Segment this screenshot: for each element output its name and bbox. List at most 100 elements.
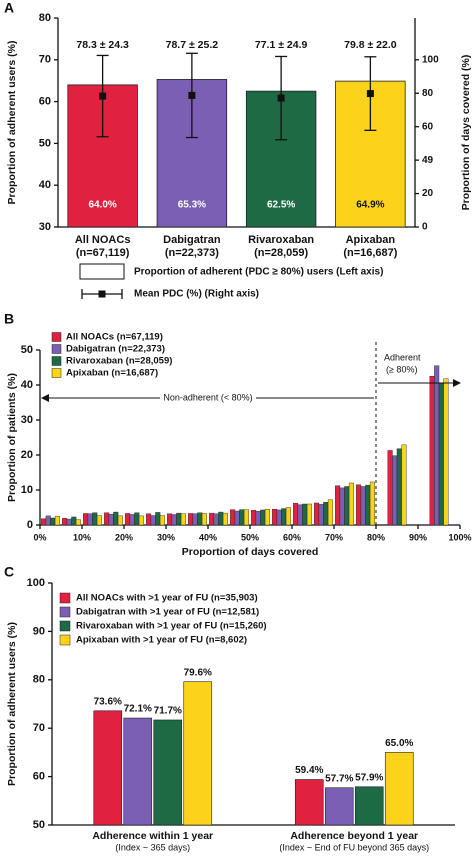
bar	[155, 512, 161, 526]
bar	[138, 515, 144, 526]
y-tick-label: 70	[33, 722, 45, 734]
bar	[230, 509, 236, 526]
bar	[297, 504, 303, 526]
bar	[159, 515, 165, 526]
y-tick-label: 100	[27, 577, 45, 589]
y-tick-label: 80	[33, 674, 45, 686]
legend-swatch	[59, 620, 71, 632]
legend-label: Apixaban with >1 year of FU (n=8,602)	[76, 635, 247, 646]
bar	[45, 515, 51, 526]
y-axis-title: Proportion of patients (%)	[6, 373, 18, 502]
mean-label: 78.3 ± 24.3	[76, 39, 129, 51]
legend-label: Apixaban (n=16,687)	[66, 368, 158, 379]
bar	[180, 513, 186, 526]
x-axis-title: Proportion of days covered	[182, 546, 319, 558]
bar	[134, 512, 140, 526]
bar	[384, 752, 414, 826]
bar	[323, 502, 329, 526]
bar-value-label: 64.0%	[88, 200, 116, 211]
x-tick-note: (n=22,373)	[165, 247, 219, 259]
bar	[392, 455, 398, 526]
bar	[108, 513, 114, 526]
x-tick-label: 40%	[199, 532, 217, 542]
annotation: (≥ 80%)	[386, 364, 417, 374]
bar	[222, 512, 228, 526]
bar-value-label: 57.7%	[325, 773, 353, 784]
bar-value-label: 72.1%	[124, 704, 152, 715]
y-tick-label: 40	[39, 179, 51, 191]
legend-marker	[98, 290, 106, 298]
bar	[83, 513, 89, 526]
bar	[251, 510, 257, 526]
legend-label: All NOACs with >1 year of FU (n=35,903)	[76, 593, 258, 604]
legend-swatch	[59, 634, 71, 646]
annotation-bg	[160, 392, 256, 404]
bar	[294, 779, 324, 826]
bar	[434, 365, 440, 526]
bar	[93, 710, 123, 826]
bar-value-label: 62.5%	[267, 200, 295, 211]
bar	[356, 484, 362, 526]
bar	[62, 518, 68, 526]
x-tick-label: Rivaroxaban	[248, 234, 314, 246]
x-tick-label: 20%	[115, 532, 133, 542]
bar	[327, 499, 333, 526]
panel-label: A	[4, 0, 14, 16]
bar	[218, 511, 224, 526]
bar	[354, 786, 384, 826]
y-tick-label: 40	[21, 379, 33, 391]
x-tick-note: (n=28,059)	[254, 247, 308, 259]
bar	[429, 376, 435, 526]
x-tick-label: Adherence within 1 year	[92, 830, 213, 842]
bar-value-label: 65.3%	[178, 200, 206, 211]
y-tick-label: 30	[39, 221, 51, 233]
bar	[66, 518, 72, 526]
x-tick-label: Adherence beyond 1 year	[290, 830, 418, 842]
mean-marker	[277, 94, 285, 102]
x-tick-label: Dabigatran	[163, 234, 221, 246]
bar	[146, 513, 152, 526]
y-tick-label: 20	[21, 449, 33, 461]
legend-label: Proportion of adherent (PDC ≥ 80%) users…	[134, 267, 383, 278]
bar	[71, 516, 77, 526]
bar	[239, 509, 245, 526]
bar	[314, 502, 320, 526]
y2-tick-label: 100	[422, 54, 439, 65]
bar-value-label: 73.6%	[94, 696, 122, 707]
y-tick-label: 50	[39, 137, 51, 149]
legend-swatch	[51, 332, 62, 342]
bar	[387, 450, 393, 526]
bar	[318, 504, 324, 526]
bar	[276, 509, 282, 526]
y-tick-label: 70	[39, 54, 51, 66]
legend-swatch	[51, 368, 62, 378]
bar	[348, 482, 354, 526]
x-tick-note: (n=67,119)	[76, 247, 130, 259]
x-tick-label: 0%	[33, 532, 46, 542]
bar	[306, 503, 312, 526]
annotation: Non-adherent (< 80%)	[163, 392, 252, 402]
legend-label: Rivaroxaban (n=28,059)	[66, 356, 172, 367]
legend-label: All NOACs (n=67,119)	[66, 332, 163, 343]
x-tick-label: 30%	[157, 532, 175, 542]
x-tick-note: (Index ~ End of FU beyond 365 days)	[279, 842, 429, 852]
bar	[396, 448, 402, 526]
bar	[92, 512, 98, 526]
x-tick-label: 90%	[409, 532, 427, 542]
bar	[285, 507, 291, 526]
bar	[192, 513, 198, 526]
bar	[209, 512, 215, 526]
x-tick-label: 80%	[367, 532, 385, 542]
bar	[234, 510, 240, 526]
annotation: Adherent	[384, 352, 421, 362]
legend-box	[79, 263, 125, 280]
x-tick-label: 10%	[73, 532, 91, 542]
bar	[96, 515, 102, 526]
x-tick-label: 50%	[241, 532, 259, 542]
mean-marker	[366, 90, 374, 98]
y2-tick-label: 20	[422, 188, 434, 199]
bar	[54, 516, 60, 526]
bar	[401, 444, 407, 526]
x-tick-note: (Index ~ 365 days)	[115, 842, 190, 852]
